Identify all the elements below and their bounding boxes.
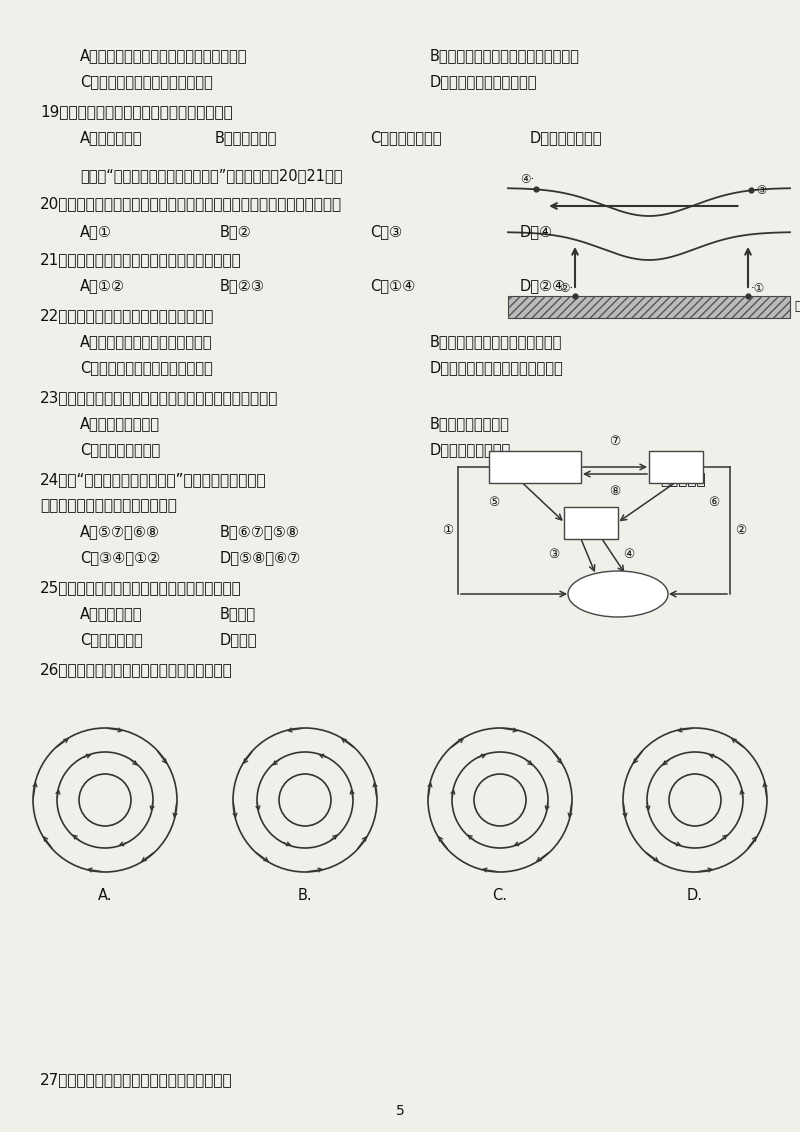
Text: ⑥: ⑥ (708, 496, 719, 509)
Text: 19．造成浙江省伏旱和台风的天气系统分别是: 19．造成浙江省伏旱和台风的天气系统分别是 (40, 104, 233, 119)
Text: B．裂谷: B．裂谷 (220, 606, 256, 621)
Text: 27、下列图示的四种情况，昼夜温差最小的是: 27、下列图示的四种情况，昼夜温差最小的是 (40, 1072, 233, 1087)
Text: 21．在同一水平面上，图上四点中为高气压的是: 21．在同一水平面上，图上四点中为高气压的是 (40, 252, 242, 267)
Text: ①: ① (442, 524, 453, 537)
Text: A．暖锋和气旋: A．暖锋和气旋 (80, 130, 142, 145)
Text: C．③: C．③ (370, 224, 402, 239)
Text: 右图为“近地面和高空等压面状况图”，据此回答第20－21题。: 右图为“近地面和高空等压面状况图”，据此回答第20－21题。 (80, 168, 342, 183)
Text: D．②④: D．②④ (520, 278, 566, 293)
Text: 23、作为重要建筑材料的花岗岩和大理岩在成因上分属于: 23、作为重要建筑材料的花岗岩和大理岩在成因上分属于 (40, 391, 278, 405)
Text: ·③: ·③ (754, 185, 768, 197)
Text: 沉积岩: 沉积岩 (522, 460, 547, 474)
Text: A．高大的山脉: A．高大的山脉 (80, 606, 142, 621)
Text: ⑤: ⑤ (488, 496, 499, 509)
Text: C.: C. (493, 887, 507, 903)
Text: D．化学元素－矿物－岩石－地壳: D．化学元素－矿物－岩石－地壳 (430, 360, 564, 375)
Text: B: B (671, 460, 681, 474)
Text: B．岩浆岩和变质岩: B．岩浆岩和变质岩 (430, 415, 510, 431)
Text: C．地壳－矿物－化学元素－岩石: C．地壳－矿物－化学元素－岩石 (80, 360, 213, 375)
Text: ④: ④ (623, 548, 634, 561)
Text: 地面: 地面 (794, 300, 800, 314)
Text: A: A (586, 516, 596, 530)
Text: A．①②: A．①② (80, 278, 125, 293)
Text: ·①: ·① (751, 282, 766, 295)
Text: ②·: ②· (558, 282, 573, 295)
Text: C．深邂的海沟: C．深邂的海沟 (80, 632, 142, 648)
Text: B．②③: B．②③ (220, 278, 265, 293)
Text: D．反气旋和暖锋: D．反气旋和暖锋 (530, 130, 602, 145)
Text: C．严冬多云的夜晚不易出现霜冻: C．严冬多云的夜晚不易出现霜冻 (80, 74, 213, 89)
Text: 24、读“地壳物质循环简略图示”，图中各数字代表的: 24、读“地壳物质循环简略图示”，图中各数字代表的 (40, 472, 266, 487)
Text: A．⑤⑦和⑥⑧: A．⑤⑦和⑥⑧ (80, 524, 160, 539)
Text: 地质作用，: 地质作用， (660, 472, 706, 487)
Text: C．③④和①②: C．③④和①② (80, 550, 160, 565)
Text: 26．下列四幅图中，表示南半球气旋系统的是: 26．下列四幅图中，表示南半球气旋系统的是 (40, 662, 233, 677)
Text: B．冷锋和气旋: B．冷锋和气旋 (215, 130, 278, 145)
Text: 属于沉积和变质作用的编号分别是: 属于沉积和变质作用的编号分别是 (40, 498, 177, 513)
Bar (508, 295, 790, 318)
Text: 岩浆: 岩浆 (610, 588, 626, 601)
Text: D．⑤⑧和⑥⑦: D．⑤⑧和⑥⑦ (220, 550, 302, 565)
Text: A．地壳－化学元素－岩石－矿物: A．地壳－化学元素－岩石－矿物 (80, 334, 213, 349)
Text: ⑧: ⑧ (610, 484, 621, 498)
Text: 5: 5 (396, 1104, 404, 1118)
Text: 22、下列物质组成示意中，正确的一组是: 22、下列物质组成示意中，正确的一组是 (40, 308, 214, 323)
Text: A．岩浆岩和沉积岩: A．岩浆岩和沉积岩 (80, 415, 160, 431)
Text: D．变质岩和沉积岩: D．变质岩和沉积岩 (430, 441, 511, 457)
Text: A．①: A．① (80, 224, 112, 239)
Text: A．夏天乌云密布时，白天的气温不会太高: A．夏天乌云密布时，白天的气温不会太高 (80, 48, 247, 63)
Text: ②: ② (735, 524, 746, 537)
FancyBboxPatch shape (564, 507, 618, 539)
Text: A.: A. (98, 887, 112, 903)
FancyBboxPatch shape (489, 451, 581, 483)
Text: ③: ③ (548, 548, 559, 561)
Text: B.: B. (298, 887, 312, 903)
Text: 20．若图中的气压分布状态是热力作用形成的。则图中四点气温最高的是: 20．若图中的气压分布状态是热力作用形成的。则图中四点气温最高的是 (40, 196, 342, 211)
Text: C．①④: C．①④ (370, 278, 415, 293)
Text: B．⑥⑦和⑤⑧: B．⑥⑦和⑤⑧ (220, 524, 300, 539)
Ellipse shape (568, 571, 668, 617)
Text: B．晴朗的夜晚，气温比多云的夜晚低: B．晴朗的夜晚，气温比多云的夜晚低 (430, 48, 580, 63)
Text: C．沉积岩和变质岩: C．沉积岩和变质岩 (80, 441, 160, 457)
Text: D．④: D．④ (520, 224, 553, 239)
Text: ⑦: ⑦ (610, 435, 621, 448)
Text: B．矿物－地壳－化学元素－岩石: B．矿物－地壳－化学元素－岩石 (430, 334, 562, 349)
Text: D．深秋的晴夜易出现霜冻: D．深秋的晴夜易出现霜冻 (430, 74, 538, 89)
Text: C．反气旋和气旋: C．反气旋和气旋 (370, 130, 442, 145)
Text: 25、在板块的相互碰撞的地带，不可能形成的是: 25、在板块的相互碰撞的地带，不可能形成的是 (40, 580, 242, 595)
Text: B．②: B．② (220, 224, 252, 239)
Bar (508, 295, 790, 318)
Text: ④·: ④· (520, 173, 534, 187)
FancyBboxPatch shape (649, 451, 703, 483)
Text: D.: D. (687, 887, 703, 903)
Text: D．岛弧: D．岛弧 (220, 632, 258, 648)
